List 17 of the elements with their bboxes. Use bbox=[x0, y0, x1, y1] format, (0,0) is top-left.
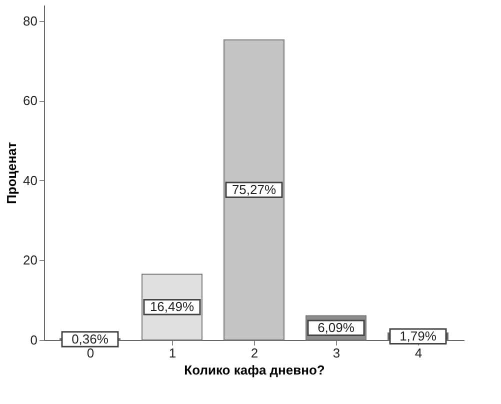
y-tick-label: 20 bbox=[23, 252, 38, 268]
y-tick-label: 80 bbox=[23, 13, 38, 28]
y-tick-label: 60 bbox=[23, 93, 38, 108]
y-axis-title: Проценат bbox=[4, 142, 20, 204]
x-tick-label: 1 bbox=[168, 346, 176, 360]
data-label: 75,27% bbox=[232, 182, 276, 197]
data-label: 0,36% bbox=[72, 331, 109, 346]
x-axis-title: Колико кафа дневно? bbox=[184, 362, 325, 378]
x-tick-label: 0 bbox=[86, 346, 94, 360]
y-tick-label: 40 bbox=[23, 172, 38, 188]
x-tick-label: 2 bbox=[250, 346, 258, 360]
y-tick-label: 0 bbox=[30, 332, 38, 348]
data-label: 16,49% bbox=[150, 299, 194, 314]
x-tick-label: 3 bbox=[332, 346, 340, 360]
data-label: 6,09% bbox=[318, 320, 355, 335]
x-tick-label: 4 bbox=[414, 346, 422, 360]
bar bbox=[224, 39, 284, 340]
